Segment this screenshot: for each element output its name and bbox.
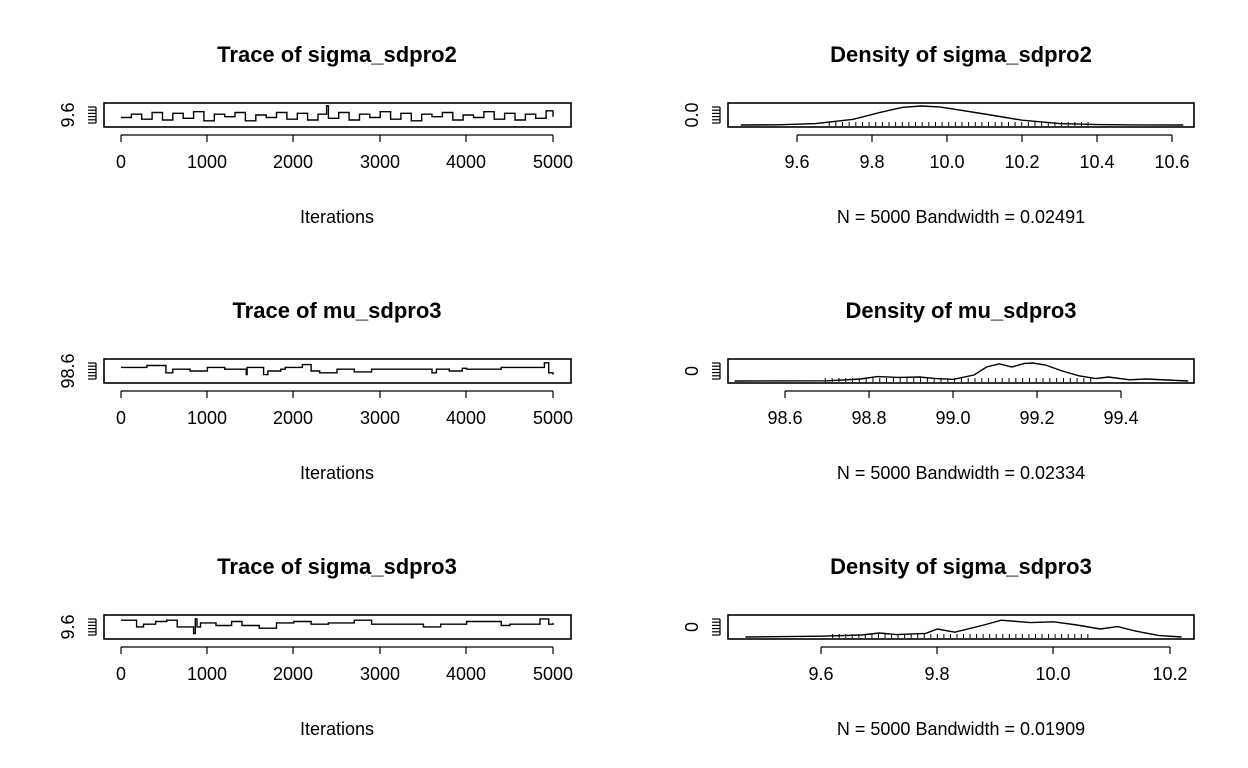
x-tick-label: 3000 bbox=[360, 152, 400, 172]
x-tick-label: 0 bbox=[116, 408, 126, 428]
plot-frame bbox=[727, 614, 1195, 640]
x-tick-label: 3000 bbox=[360, 664, 400, 684]
x-tick-label: 9.8 bbox=[859, 152, 884, 172]
x-axis-label: N = 5000 Bandwidth = 0.02491 bbox=[837, 207, 1085, 227]
series-line bbox=[745, 619, 1182, 638]
x-tick-label: 10.0 bbox=[929, 152, 964, 172]
series-line bbox=[121, 105, 554, 122]
x-tick-label: 4000 bbox=[446, 408, 486, 428]
panel-1: Trace of sigma_sdpro2 0 1000 2000 3000 4000 50… bbox=[58, 42, 573, 227]
x-tick-label: 0 bbox=[116, 152, 126, 172]
y-tick-label: 98.6 bbox=[58, 353, 78, 388]
x-tick-label: 1000 bbox=[187, 408, 227, 428]
series-line bbox=[121, 362, 554, 376]
x-tick-label: 2000 bbox=[273, 408, 313, 428]
y-tick-label: 9.6 bbox=[58, 614, 78, 639]
x-tick-label: 99.0 bbox=[935, 408, 970, 428]
panel-title: Density of mu_sdpro3 bbox=[845, 298, 1076, 323]
panel-title: Density of sigma_sdpro2 bbox=[830, 42, 1092, 67]
x-tick-label: 99.4 bbox=[1103, 408, 1138, 428]
x-tick-label: 0 bbox=[116, 664, 126, 684]
x-axis-label: N = 5000 Bandwidth = 0.02334 bbox=[837, 463, 1085, 483]
panel-5: Trace of sigma_sdpro3 0 1000 2000 3000 4000 50… bbox=[58, 554, 573, 739]
x-axis-label: N = 5000 Bandwidth = 0.01909 bbox=[837, 719, 1085, 739]
plot-frame bbox=[103, 614, 572, 640]
x-tick-label: 10.2 bbox=[1152, 664, 1187, 684]
rug bbox=[828, 122, 1089, 126]
x-tick-label: 5000 bbox=[533, 152, 573, 172]
x-tick-label: 4000 bbox=[446, 664, 486, 684]
panel-title: Trace of sigma_sdpro3 bbox=[217, 554, 457, 579]
series-line bbox=[121, 618, 554, 635]
x-tick-label: 1000 bbox=[187, 152, 227, 172]
x-tick-label: 10.6 bbox=[1154, 152, 1189, 172]
y-tick-label: 0.0 bbox=[682, 102, 702, 127]
x-axis-label: Iterations bbox=[300, 207, 374, 227]
x-tick-label: 5000 bbox=[533, 664, 573, 684]
x-tick-label: 1000 bbox=[187, 664, 227, 684]
rug bbox=[824, 378, 1092, 382]
x-axis-label: Iterations bbox=[300, 719, 374, 739]
x-tick-label: 9.8 bbox=[924, 664, 949, 684]
x-tick-label: 9.6 bbox=[808, 664, 833, 684]
x-tick-label: 98.8 bbox=[851, 408, 886, 428]
rug bbox=[832, 634, 1089, 638]
plot-frame bbox=[103, 102, 572, 128]
plot-frame bbox=[727, 358, 1195, 384]
series-line bbox=[740, 105, 1184, 126]
x-tick-label: 5000 bbox=[533, 408, 573, 428]
panel-title: Trace of sigma_sdpro2 bbox=[217, 42, 457, 67]
x-tick-label: 3000 bbox=[360, 408, 400, 428]
y-tick-label: 9.6 bbox=[58, 102, 78, 127]
plot-frame bbox=[727, 102, 1195, 128]
x-tick-label: 98.6 bbox=[767, 408, 802, 428]
x-tick-label: 10.0 bbox=[1035, 664, 1070, 684]
x-tick-label: 99.2 bbox=[1019, 408, 1054, 428]
panel-4: Density of mu_sdpro3 98.6 98.8 99.0 99.2 99.4… bbox=[682, 298, 1195, 483]
panel-title: Density of sigma_sdpro3 bbox=[830, 554, 1092, 579]
x-tick-label: 2000 bbox=[273, 664, 313, 684]
x-tick-label: 2000 bbox=[273, 152, 313, 172]
panel-3: Trace of mu_sdpro3 0 1000 2000 3000 4000 5000 I… bbox=[58, 298, 573, 483]
panel-6: Density of sigma_sdpro3 9.6 9.8 10.0 10.2 N =… bbox=[682, 554, 1195, 739]
x-tick-label: 4000 bbox=[446, 152, 486, 172]
plot-frame bbox=[103, 358, 572, 384]
y-tick-label: 0 bbox=[682, 622, 702, 632]
x-axis-label: Iterations bbox=[300, 463, 374, 483]
x-tick-label: 10.2 bbox=[1004, 152, 1039, 172]
y-tick-label: 0 bbox=[682, 366, 702, 376]
x-tick-label: 9.6 bbox=[784, 152, 809, 172]
x-tick-label: 10.4 bbox=[1079, 152, 1114, 172]
panel-2: Density of sigma_sdpro2 9.6 9.8 10.0 10.2 10.… bbox=[682, 42, 1195, 227]
series-line bbox=[734, 362, 1189, 382]
panel-title: Trace of mu_sdpro3 bbox=[232, 298, 441, 323]
